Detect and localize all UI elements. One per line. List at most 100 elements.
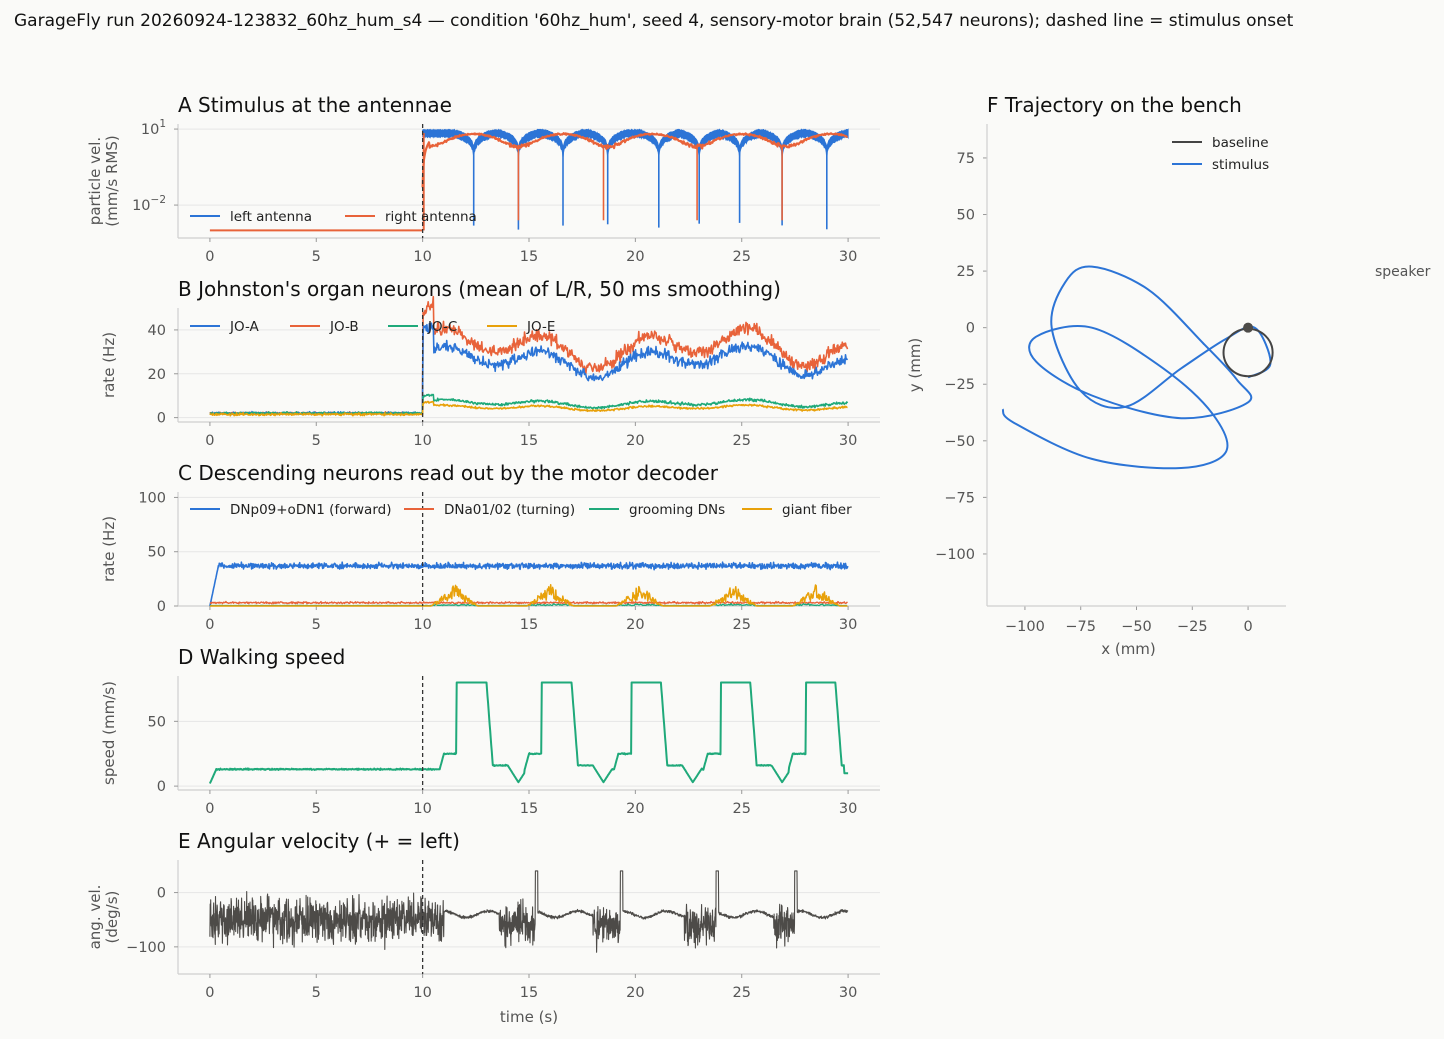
y-tick-label: 75	[957, 151, 975, 167]
x-tick-label: 5	[312, 433, 321, 449]
panel-d: D Walking speed 0 5 10 15 20 25 30 0 50 speed (mm/…	[100, 645, 880, 817]
y-axis-label: (deg/s)	[103, 891, 121, 944]
y-tick-label: 0	[157, 779, 166, 795]
y-axis-label: rate (Hz)	[100, 516, 118, 582]
y-tick-label: 0	[966, 321, 975, 337]
start-position-marker	[1243, 322, 1254, 333]
x-tick-label: 10	[413, 985, 431, 1001]
x-tick-label: 5	[312, 617, 321, 633]
x-tick-label: 15	[520, 801, 538, 817]
legend-entry: JO-C	[427, 319, 457, 335]
x-tick-label: 20	[626, 433, 644, 449]
panel-title: D Walking speed	[178, 645, 345, 669]
legend-entry: DNa01/02 (turning)	[444, 502, 575, 518]
legend-entry: JO-E	[526, 319, 555, 335]
panel-e: E Angular velocity (+ = left) 0 5 10 15 20 25 3…	[86, 829, 880, 1026]
x-tick-label: 20	[626, 985, 644, 1001]
series-stimulus-trajectory	[1001, 265, 1272, 470]
series-jo-b	[209, 295, 849, 416]
series-jo-c	[209, 393, 849, 416]
y-tick-label: 0	[157, 886, 166, 902]
legend-entry: JO-A	[229, 319, 260, 335]
legend-entry: grooming DNs	[629, 502, 725, 518]
y-axis-label: particle vel.	[86, 137, 104, 225]
x-tick-label: −75	[1065, 619, 1096, 635]
legend-entry: DNp09+oDN1 (forward)	[230, 502, 391, 518]
x-tick-label: 25	[733, 801, 751, 817]
legend-entry: baseline	[1212, 135, 1269, 151]
x-tick-label: 15	[520, 249, 538, 265]
x-tick-label: 0	[205, 433, 214, 449]
x-tick-label: 20	[626, 617, 644, 633]
y-tick-label: 25	[957, 264, 975, 280]
y-tick-label: 50	[957, 208, 975, 224]
y-tick-label: −75	[944, 490, 975, 506]
x-tick-label: 0	[205, 249, 214, 265]
x-tick-label: 15	[520, 617, 538, 633]
x-tick-label: 30	[839, 801, 857, 817]
y-tick-label: −100	[126, 940, 166, 956]
figure-suptitle: GarageFly run 20260924-123832_60hz_hum_s…	[14, 11, 1294, 31]
panel-a: A Stimulus at the antennae 0 5 10 15 20 25 30 10…	[86, 93, 880, 265]
y-tick-label: 0	[157, 411, 166, 427]
x-tick-label: 20	[626, 801, 644, 817]
series-turning-dns	[209, 600, 848, 605]
x-tick-label: −50	[1121, 619, 1152, 635]
y-tick-label: −100	[935, 547, 975, 563]
y-tick-label: 40	[148, 323, 166, 339]
x-tick-label: 30	[839, 249, 857, 265]
y-tick-label: −50	[944, 434, 975, 450]
series-jo-e	[209, 400, 848, 417]
legend-entry: JO-B	[329, 319, 359, 335]
y-tick-label: 10−2	[132, 194, 166, 214]
x-tick-label: 10	[413, 617, 431, 633]
x-tick-label: 25	[733, 249, 751, 265]
y-axis-label: y (mm)	[906, 338, 924, 393]
y-axis-label: rate (Hz)	[100, 332, 118, 398]
x-tick-label: 10	[413, 801, 431, 817]
y-tick-label: 100	[138, 490, 166, 506]
series-walking-speed	[208, 681, 849, 784]
x-tick-label: 25	[733, 985, 751, 1001]
y-tick-label: 50	[148, 545, 166, 561]
x-tick-label: 0	[1243, 619, 1252, 635]
y-tick-label: 50	[148, 714, 166, 730]
series-giant-fiber	[209, 583, 848, 607]
panel-c: C Descending neurons read out by the mot…	[100, 461, 880, 633]
x-tick-label: 10	[413, 433, 431, 449]
x-tick-label: 5	[312, 801, 321, 817]
x-tick-label: 0	[205, 617, 214, 633]
panel-title: A Stimulus at the antennae	[178, 93, 452, 117]
series-right-antenna	[421, 132, 849, 188]
x-tick-label: 0	[205, 801, 214, 817]
legend-entry: giant fiber	[782, 502, 852, 518]
series-angular-velocity	[209, 870, 849, 953]
y-axis-label: speed (mm/s)	[100, 681, 118, 785]
x-tick-label: 15	[520, 985, 538, 1001]
y-axis-label: ang. vel.	[86, 885, 104, 950]
x-axis-label: x (mm)	[1101, 640, 1156, 658]
y-tick-label: 0	[157, 599, 166, 615]
x-tick-label: 0	[205, 985, 214, 1001]
panel-f: 75 50 25 0 −25 −50 −75 −100 −100 −75 −50 −25 0 F Traj…	[906, 93, 1431, 658]
y-tick-label: 20	[148, 367, 166, 383]
legend-entry: right antenna	[385, 209, 477, 225]
series-baseline-trajectory	[1222, 327, 1274, 378]
x-tick-label: 25	[733, 617, 751, 633]
x-tick-label: 25	[733, 433, 751, 449]
panel-title: B Johnston's organ neurons (mean of L/R,…	[178, 277, 781, 301]
panel-b: B Johnston's organ neurons (mean of L/R,…	[100, 277, 880, 449]
y-axis-label: (mm/s RMS)	[103, 135, 121, 226]
series-forward-dns	[209, 561, 849, 607]
panel-title: F Trajectory on the bench	[987, 93, 1242, 117]
speaker-annotation: speaker	[1375, 264, 1431, 280]
x-tick-label: 5	[312, 985, 321, 1001]
x-tick-label: 15	[520, 433, 538, 449]
x-tick-label: 5	[312, 249, 321, 265]
x-tick-label: 30	[839, 985, 857, 1001]
x-tick-label: −25	[1177, 619, 1208, 635]
x-tick-label: 20	[626, 249, 644, 265]
panel-title: C Descending neurons read out by the mot…	[178, 461, 719, 485]
series-left-antenna	[422, 128, 849, 159]
